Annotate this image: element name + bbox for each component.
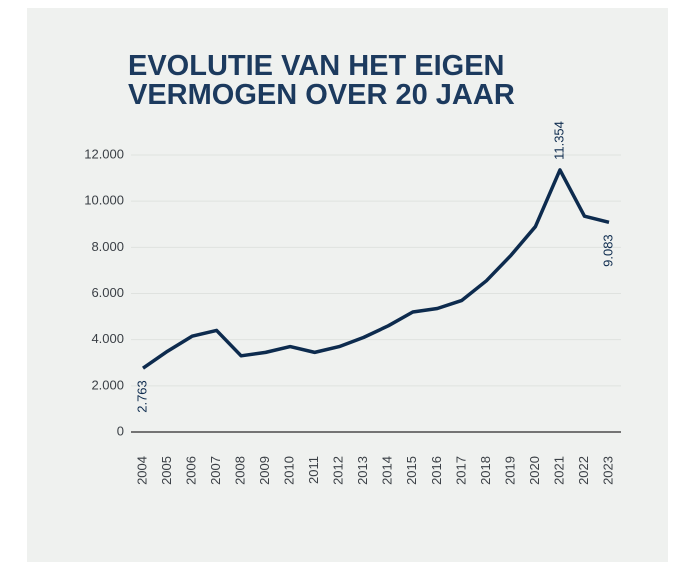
x-tick-label: 2023 (600, 456, 615, 485)
x-tick-label: 2006 (183, 456, 198, 485)
chart-title: EVOLUTIE VAN HET EIGEN (128, 50, 505, 82)
x-tick-label: 2018 (478, 456, 493, 485)
y-tick-label: 2.000 (91, 377, 124, 392)
x-tick-label: 2012 (331, 456, 346, 485)
x-tick-label: 2009 (257, 456, 272, 485)
x-tick-label: 2021 (551, 456, 566, 485)
x-tick-label: 2019 (502, 456, 517, 485)
panel (27, 8, 668, 562)
x-tick-label: 2010 (282, 456, 297, 485)
x-tick-label: 2013 (355, 456, 370, 485)
x-tick-label: 2008 (233, 456, 248, 485)
y-tick-label: 12.000 (84, 146, 124, 161)
data-label: 9.083 (600, 234, 615, 267)
chart-title: VERMOGEN OVER 20 JAAR (128, 79, 515, 111)
y-tick-label: 4.000 (91, 331, 124, 346)
x-tick-label: 2020 (527, 456, 542, 485)
x-tick-label: 2015 (404, 456, 419, 485)
data-line (142, 168, 610, 370)
x-tick-label: 2014 (380, 456, 395, 485)
x-tick-label: 2005 (159, 456, 174, 485)
x-tick-label: 2011 (306, 456, 321, 484)
x-tick-label: 2007 (208, 456, 223, 485)
y-tick-label: 6.000 (91, 285, 124, 300)
y-tick-label: 8.000 (91, 239, 124, 254)
data-label: 11.354 (551, 121, 566, 160)
data-label: 2.763 (134, 380, 149, 413)
x-tick-label: 2017 (453, 456, 468, 485)
y-tick-label: 0 (117, 423, 124, 438)
y-tick-label: 10.000 (84, 193, 124, 208)
x-tick-label: 2004 (134, 456, 149, 485)
x-tick-label: 2016 (429, 456, 444, 485)
x-tick-label: 2022 (576, 456, 591, 485)
